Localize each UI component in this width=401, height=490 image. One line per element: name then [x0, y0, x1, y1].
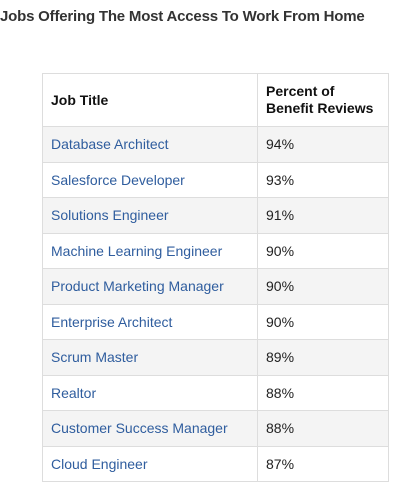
percent-value: 87% [257, 445, 389, 482]
table-row: Product Marketing Manager 90% [42, 268, 389, 305]
job-title-link[interactable]: Salesforce Developer [42, 161, 258, 198]
table-row: Customer Success Manager 88% [42, 410, 389, 447]
job-title-link[interactable]: Machine Learning Engineer [42, 232, 258, 269]
percent-value: 88% [257, 374, 389, 411]
job-title-link[interactable]: Customer Success Manager [42, 410, 258, 447]
percent-value: 91% [257, 197, 389, 234]
percent-value: 90% [257, 268, 389, 305]
percent-value: 90% [257, 303, 389, 340]
column-header-job-title: Job Title [42, 73, 258, 127]
percent-value: 90% [257, 232, 389, 269]
table-row: Solutions Engineer 91% [42, 197, 389, 234]
job-title-link[interactable]: Enterprise Architect [42, 303, 258, 340]
column-header-percent: Percent of Benefit Reviews [257, 73, 389, 127]
table-row: Realtor 88% [42, 374, 389, 411]
table-row: Machine Learning Engineer 90% [42, 232, 389, 269]
job-title-link[interactable]: Database Architect [42, 126, 258, 163]
table-row: Cloud Engineer 87% [42, 445, 389, 482]
job-title-link[interactable]: Solutions Engineer [42, 197, 258, 234]
table-row: Database Architect 94% [42, 126, 389, 163]
job-title-link[interactable]: Realtor [42, 374, 258, 411]
job-title-link[interactable]: Cloud Engineer [42, 445, 258, 482]
page-title: Jobs Offering The Most Access To Work Fr… [0, 8, 365, 25]
table-row: Salesforce Developer 93% [42, 161, 389, 198]
percent-value: 88% [257, 410, 389, 447]
table-row: Scrum Master 89% [42, 339, 389, 376]
table-row: Enterprise Architect 90% [42, 303, 389, 340]
table-header-row: Job Title Percent of Benefit Reviews [42, 73, 389, 127]
percent-value: 89% [257, 339, 389, 376]
work-from-home-table: Job Title Percent of Benefit Reviews Dat… [42, 73, 389, 482]
job-title-link[interactable]: Scrum Master [42, 339, 258, 376]
job-title-link[interactable]: Product Marketing Manager [42, 268, 258, 305]
percent-value: 94% [257, 126, 389, 163]
percent-value: 93% [257, 161, 389, 198]
